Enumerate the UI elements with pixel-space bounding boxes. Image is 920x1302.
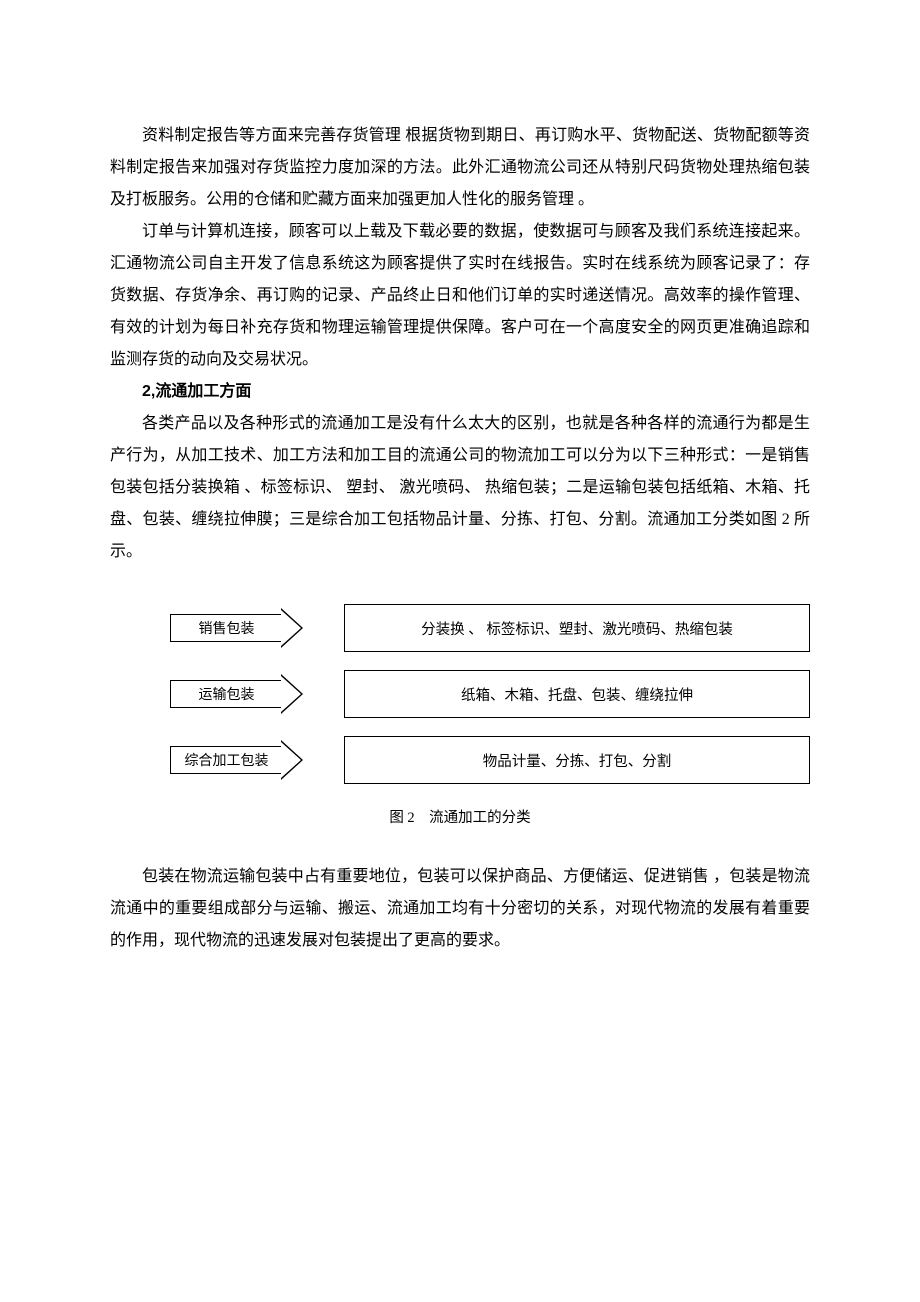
diagram-row: 运输包装 纸箱、木箱、托盘、包装、缠绕拉伸: [170, 670, 810, 718]
document-page: 资料制定报告等方面来完善存货管理 根据货物到期日、再订购水平、货物配送、货物配额…: [0, 0, 920, 1037]
arrow-shape: 销售包装: [170, 608, 310, 648]
arrow-label: 运输包装: [170, 680, 282, 708]
paragraph-3: 各类产品以及各种形式的流通加工是没有什么太大的区别，也就是各种各样的流通行为都是…: [110, 408, 810, 568]
arrow-shape: 综合加工包装: [170, 740, 310, 780]
section-heading: 2,流通加工方面: [110, 376, 810, 408]
arrow-label: 销售包装: [170, 614, 282, 642]
paragraph-1: 资料制定报告等方面来完善存货管理 根据货物到期日、再订购水平、货物配送、货物配额…: [110, 120, 810, 216]
target-box: 纸箱、木箱、托盘、包装、缠绕拉伸: [344, 670, 810, 718]
target-box: 物品计量、分拣、打包、分割: [344, 736, 810, 784]
target-box: 分装换 、 标签标识、塑封、激光喷码、热缩包装: [344, 604, 810, 652]
arrow-shape: 运输包装: [170, 674, 310, 714]
arrow-label: 综合加工包装: [170, 746, 282, 774]
diagram-row: 综合加工包装 物品计量、分拣、打包、分割: [170, 736, 810, 784]
paragraph-2: 订单与计算机连接，顾客可以上载及下载必要的数据，使数据可与顾客及我们系统连接起来…: [110, 216, 810, 376]
flow-diagram: 销售包装 分装换 、 标签标识、塑封、激光喷码、热缩包装 运输包装 纸箱、木箱、…: [170, 604, 810, 784]
figure-caption: 图 2 流通加工的分类: [110, 806, 810, 827]
paragraph-4: 包装在物流运输包装中占有重要地位，包装可以保护商品、方便储运、促进销售 ，包装是…: [110, 861, 810, 957]
diagram-row: 销售包装 分装换 、 标签标识、塑封、激光喷码、热缩包装: [170, 604, 810, 652]
